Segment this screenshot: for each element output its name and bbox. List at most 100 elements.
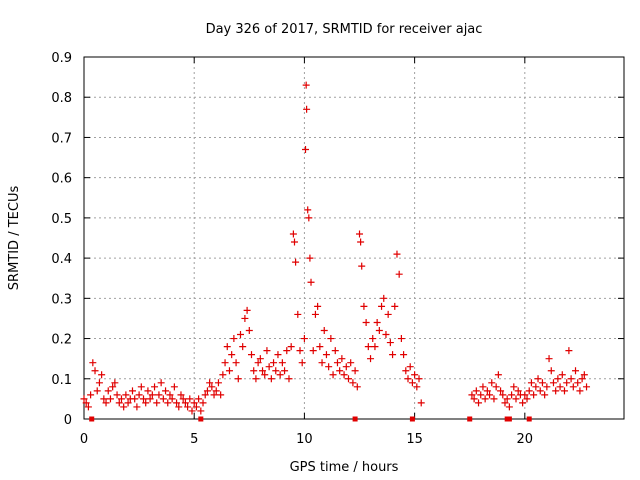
data-point xyxy=(181,399,189,407)
data-point xyxy=(503,395,511,403)
data-point xyxy=(87,391,95,399)
data-point xyxy=(80,395,88,403)
data-point xyxy=(305,214,313,222)
data-point xyxy=(371,343,379,351)
data-point xyxy=(357,238,365,246)
data-point xyxy=(263,347,271,355)
data-point xyxy=(153,399,161,407)
baseline-marker xyxy=(198,416,204,422)
data-point xyxy=(536,387,544,395)
data-point xyxy=(470,395,478,403)
data-point xyxy=(190,399,198,407)
data-point xyxy=(325,363,333,371)
data-point xyxy=(344,375,352,383)
data-point xyxy=(278,359,286,367)
x-tick-label: 10 xyxy=(296,432,313,447)
baseline-marker xyxy=(506,416,512,422)
data-point xyxy=(304,206,312,214)
data-point xyxy=(115,399,123,407)
data-point xyxy=(468,391,476,399)
data-point xyxy=(362,318,370,326)
data-point xyxy=(497,387,505,395)
data-point xyxy=(168,395,176,403)
data-point xyxy=(364,343,372,351)
data-point xyxy=(111,379,119,387)
data-point xyxy=(117,395,125,403)
data-point xyxy=(208,383,216,391)
data-point xyxy=(378,302,386,310)
y-tick-label: 0.2 xyxy=(51,333,72,348)
data-point xyxy=(369,335,377,343)
data-point xyxy=(382,331,390,339)
y-tick-label: 0.6 xyxy=(51,172,72,187)
data-point xyxy=(186,395,194,403)
data-point xyxy=(113,391,121,399)
data-point xyxy=(375,327,383,335)
x-tick-label: 20 xyxy=(517,432,534,447)
data-point xyxy=(239,343,247,351)
data-point xyxy=(232,359,240,367)
data-point xyxy=(157,379,165,387)
data-point xyxy=(95,379,103,387)
data-point xyxy=(358,262,366,270)
data-point xyxy=(234,375,242,383)
data-point xyxy=(296,347,304,355)
data-point xyxy=(386,339,394,347)
data-point xyxy=(486,391,494,399)
data-point xyxy=(267,375,275,383)
data-point xyxy=(411,371,419,379)
data-point xyxy=(558,371,566,379)
data-point xyxy=(241,314,249,322)
data-point xyxy=(91,367,99,375)
data-point xyxy=(228,351,236,359)
data-point xyxy=(225,367,233,375)
data-point xyxy=(287,343,295,351)
data-point xyxy=(124,399,132,407)
data-point xyxy=(560,387,568,395)
data-point xyxy=(391,302,399,310)
data-point xyxy=(210,391,218,399)
data-point xyxy=(351,367,359,375)
data-point xyxy=(179,395,187,403)
data-point xyxy=(146,395,154,403)
data-point xyxy=(397,335,405,343)
data-point xyxy=(404,375,412,383)
data-point xyxy=(347,359,355,367)
data-point xyxy=(538,379,546,387)
grid-lines xyxy=(84,57,624,419)
data-point xyxy=(298,359,306,367)
data-point xyxy=(254,359,262,367)
data-point xyxy=(140,395,148,403)
data-point xyxy=(256,355,264,363)
data-point xyxy=(219,371,227,379)
data-point xyxy=(488,379,496,387)
data-point xyxy=(206,379,214,387)
data-point xyxy=(306,254,314,262)
data-point xyxy=(342,363,350,371)
data-point xyxy=(367,355,375,363)
data-point xyxy=(265,363,273,371)
data-point xyxy=(545,355,553,363)
data-point xyxy=(338,355,346,363)
data-point xyxy=(137,383,145,391)
data-point xyxy=(349,379,357,387)
data-point xyxy=(547,367,555,375)
data-point xyxy=(549,379,557,387)
data-point xyxy=(252,375,260,383)
data-point xyxy=(565,347,573,355)
data-point xyxy=(170,383,178,391)
data-point xyxy=(402,367,410,375)
data-point xyxy=(195,395,203,403)
data-point xyxy=(201,391,209,399)
data-point xyxy=(155,391,163,399)
data-point xyxy=(314,302,322,310)
data-point xyxy=(217,391,225,399)
data-point xyxy=(501,399,509,407)
data-point xyxy=(492,383,500,391)
data-point xyxy=(302,81,310,89)
data-point xyxy=(481,395,489,403)
data-point xyxy=(261,371,269,379)
data-point xyxy=(272,367,280,375)
data-point xyxy=(102,399,110,407)
data-point xyxy=(131,395,139,403)
